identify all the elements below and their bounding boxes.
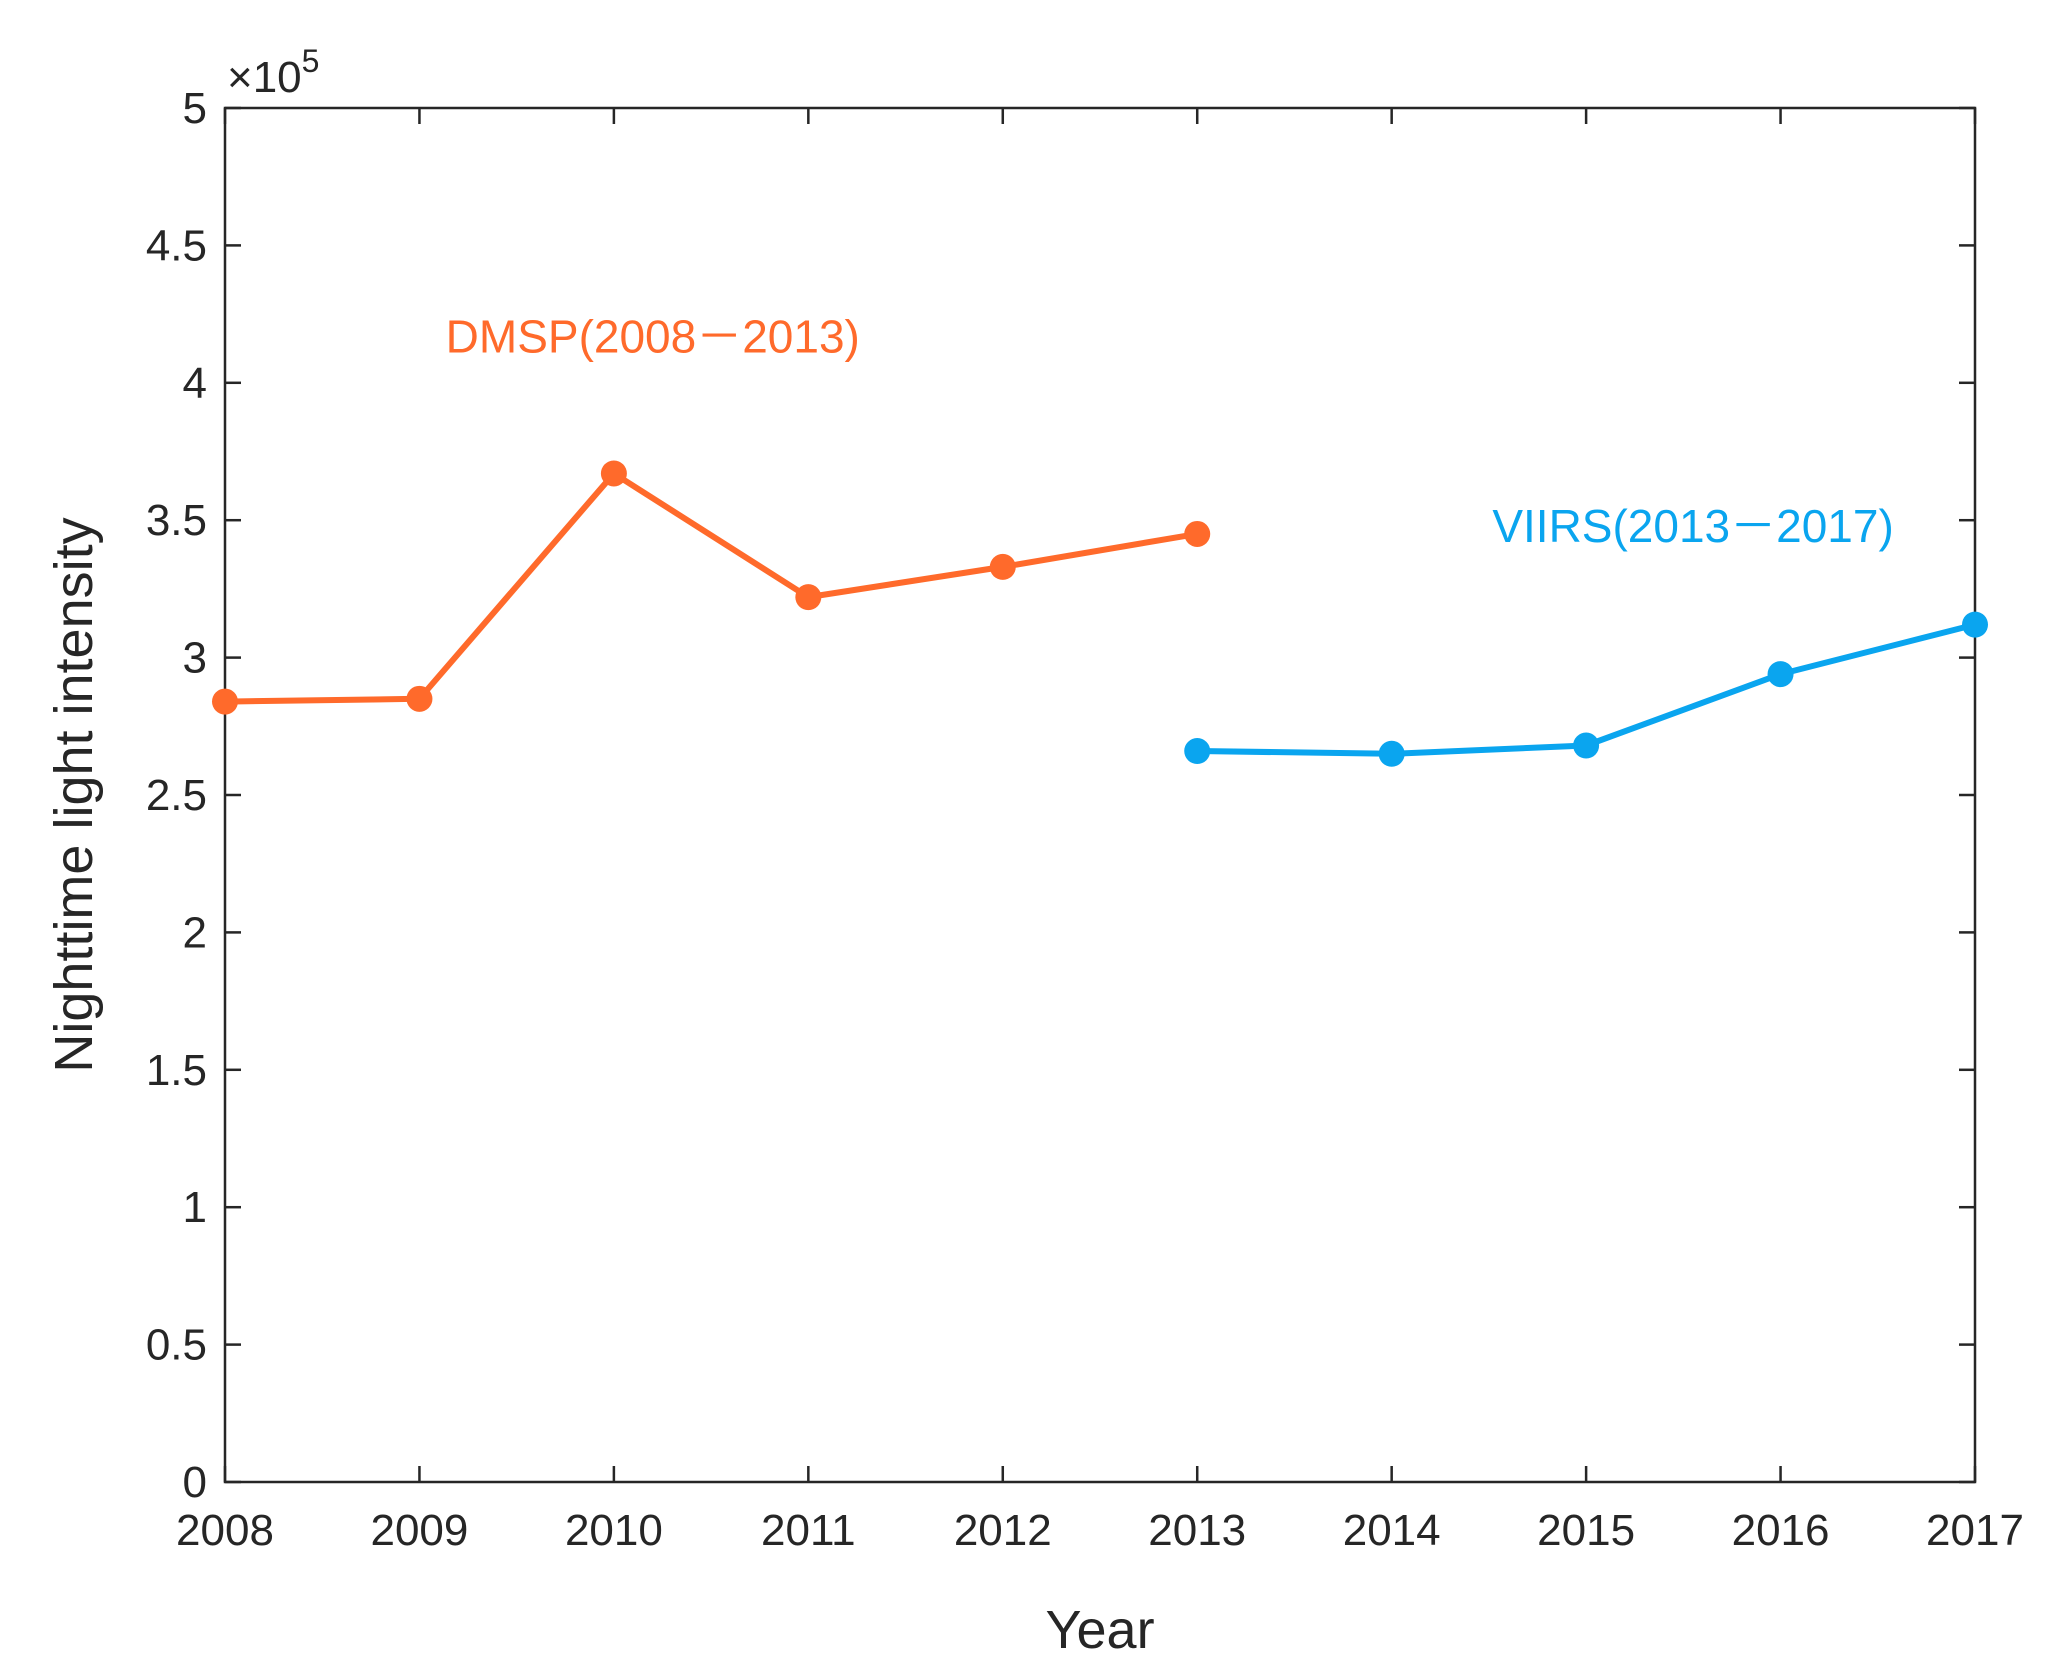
x-axis-label: Year bbox=[1045, 1600, 1154, 1660]
y-axis-label: Nighttime light intensity bbox=[44, 517, 104, 1072]
y-tick-label: 4 bbox=[183, 359, 207, 408]
x-tick-label: 2015 bbox=[1537, 1506, 1635, 1555]
y-tick-label: 1.5 bbox=[146, 1046, 207, 1095]
series-1-point bbox=[1767, 661, 1794, 688]
series-1-point bbox=[1962, 611, 1988, 638]
series-layer bbox=[212, 460, 1988, 767]
y-tick-label: 1 bbox=[183, 1183, 207, 1232]
y-axis-multiplier: ×105 bbox=[227, 43, 319, 102]
series-annotation-1: VIIRS(2013－2017) bbox=[1492, 500, 1893, 552]
x-tick-label: 2010 bbox=[565, 1506, 663, 1555]
x-tick-label: 2008 bbox=[176, 1506, 274, 1555]
y-axis-multiplier-exponent: 5 bbox=[302, 43, 320, 79]
x-tick-label: 2017 bbox=[1926, 1506, 2024, 1555]
annotation-layer: DMSP(2008－2013) VIIRS(2013－2017) bbox=[446, 311, 1894, 553]
series-1-point bbox=[1573, 732, 1600, 759]
y-tick-label: 2.5 bbox=[146, 771, 207, 820]
y-tick-label: 5 bbox=[183, 84, 207, 133]
x-tick-label: 2013 bbox=[1148, 1506, 1246, 1555]
y-tick-label: 3.5 bbox=[146, 496, 207, 545]
x-tick-label: 2014 bbox=[1343, 1506, 1441, 1555]
y-tick-label: 4.5 bbox=[146, 221, 207, 270]
series-1-point bbox=[1378, 740, 1405, 767]
x-tick-label: 2016 bbox=[1732, 1506, 1830, 1555]
y-tick-label: 0 bbox=[183, 1458, 207, 1507]
series-0-point bbox=[600, 460, 627, 487]
y-axis-multiplier-base: ×10 bbox=[227, 53, 302, 102]
y-axis-ticks: 0 0.5 1 1.5 2 2.5 3 3.5 4 4.5 5 bbox=[146, 84, 1975, 1507]
series-1-point bbox=[1184, 738, 1211, 765]
series-annotation-0: DMSP(2008－2013) bbox=[446, 311, 860, 363]
series-0-point bbox=[795, 584, 822, 611]
x-tick-label: 2012 bbox=[954, 1506, 1052, 1555]
series-0-point bbox=[989, 553, 1016, 580]
x-axis-ticks: 2008 2009 2010 2011 2012 2013 2014 2015 2016 2017 bbox=[176, 108, 2024, 1555]
series-0-point bbox=[406, 685, 433, 712]
x-tick-label: 2009 bbox=[370, 1506, 468, 1555]
series-0-point bbox=[1184, 520, 1211, 547]
x-tick-label: 2011 bbox=[761, 1506, 856, 1555]
y-tick-label: 3 bbox=[183, 634, 207, 683]
y-tick-label: 0.5 bbox=[146, 1321, 207, 1370]
series-0-point bbox=[212, 688, 238, 715]
y-tick-label: 2 bbox=[183, 908, 207, 957]
series-line-0 bbox=[222, 470, 1201, 705]
